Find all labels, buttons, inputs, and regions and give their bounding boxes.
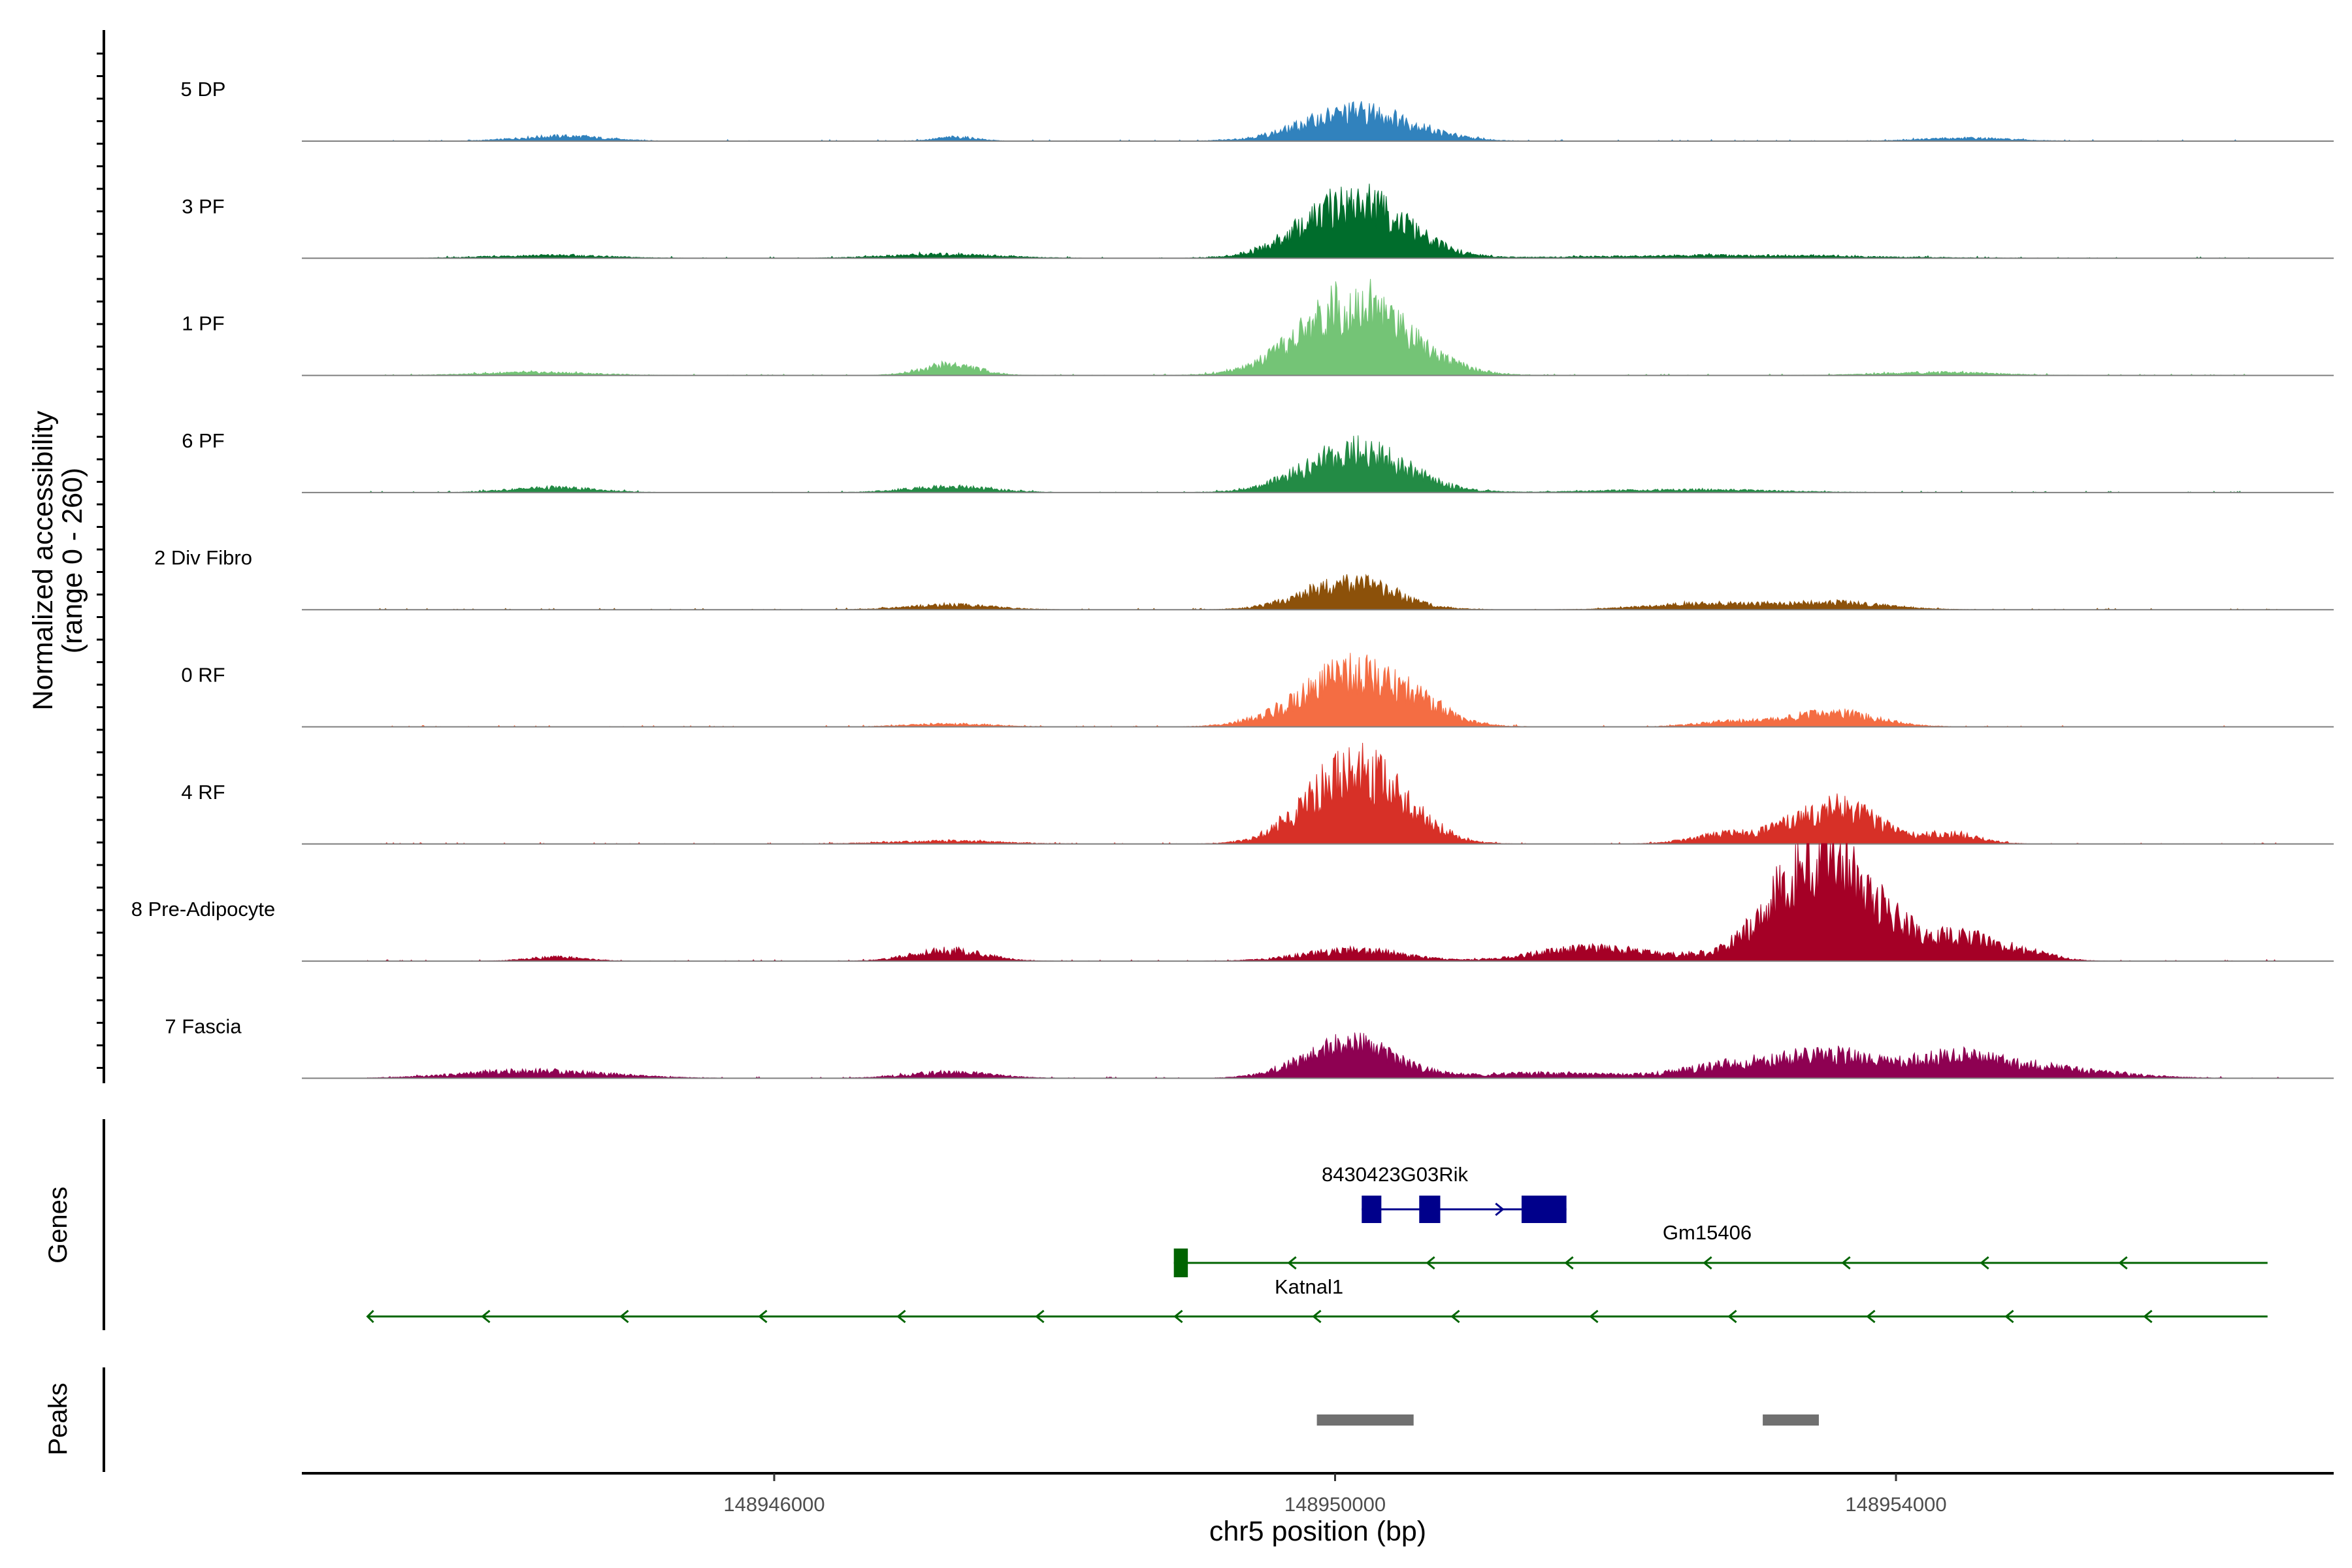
strand-arrow: [1173, 1309, 1183, 1324]
strand-arrow: [1426, 1256, 1435, 1270]
strand-arrow: [2004, 1309, 2014, 1324]
gene-2: Katnal1: [366, 1275, 2268, 1324]
strand-arrow: [896, 1309, 906, 1324]
gene-1: Gm15406: [1173, 1221, 2268, 1277]
strand-arrow: [1312, 1309, 1322, 1324]
strand-arrow: [1980, 1256, 1989, 1270]
x-tick-label: 148954000: [1845, 1493, 1946, 1516]
gene-label: Gm15406: [1663, 1221, 1752, 1244]
gene-exon: [1419, 1196, 1441, 1223]
track-2: 1 PF: [182, 278, 2334, 376]
strand-arrow: [1035, 1309, 1045, 1324]
x-axis-title: chr5 position (bp): [1209, 1516, 1426, 1547]
track-label: 3 PF: [182, 195, 224, 218]
track-5: 0 RF: [181, 653, 2334, 728]
track-0: 5 DP: [181, 78, 2334, 142]
track-label: 5 DP: [181, 78, 226, 101]
coverage-axis: [97, 30, 105, 1083]
gene-annotations: 8430423G03Rik Gm15406 Katnal1: [366, 1163, 2268, 1324]
coverage-tracks: 5 DP 3 PF 1 PF 6 PF 2 Div Fibro 0 RF 4 RF 8 Pre…: [131, 78, 2334, 1079]
coverage-area: [367, 653, 2282, 728]
track-6: 4 RF: [181, 742, 2334, 845]
x-tick-label: 148946000: [723, 1493, 825, 1516]
track-label: 0 RF: [181, 664, 225, 687]
strand-arrow: [2143, 1309, 2153, 1324]
strand-arrow: [1841, 1256, 1851, 1270]
strand-arrow: [366, 1309, 374, 1324]
track-label: 8 Pre-Adipocyte: [131, 898, 276, 921]
track-label: 2 Div Fibro: [154, 546, 252, 569]
track-label: 7 Fascia: [165, 1015, 242, 1037]
strand-arrow: [481, 1309, 491, 1324]
coverage-area: [367, 184, 2282, 259]
coverage-area: [367, 101, 2282, 142]
gene-label: Katnal1: [1275, 1275, 1343, 1298]
track-label: 6 PF: [182, 429, 224, 452]
coverage-area: [367, 742, 2282, 845]
y-axis-range-label: (range 0 - 260): [57, 468, 88, 653]
peak-region: [1316, 1414, 1414, 1426]
gene-exon: [1173, 1249, 1188, 1277]
gene-label: 8430423G03Rik: [1322, 1163, 1469, 1186]
strand-arrow: [1495, 1202, 1505, 1217]
coverage-area: [367, 574, 2282, 610]
peak-region: [1763, 1414, 1819, 1426]
strand-arrow: [1564, 1256, 1574, 1270]
track-8: 7 Fascia: [165, 1015, 2334, 1079]
genes-panel-title: Genes: [44, 1186, 73, 1264]
track-1: 3 PF: [182, 184, 2334, 259]
gene-exon: [1521, 1196, 1567, 1223]
coverage-area: [367, 843, 2282, 962]
coverage-area: [367, 278, 2282, 376]
strand-arrow: [1589, 1309, 1599, 1324]
coverage-area: [367, 1032, 2282, 1079]
x-axis-ticks: 148946000 148950000 148954000: [723, 1473, 1947, 1516]
coverage-area: [367, 435, 2282, 493]
track-4: 2 Div Fibro: [154, 546, 2334, 611]
track-3: 6 PF: [182, 429, 2334, 493]
y-axis-title: Normalized accessibility: [27, 410, 59, 710]
strand-arrow: [1450, 1309, 1460, 1324]
strand-arrow: [1866, 1309, 1876, 1324]
peak-regions: [1316, 1414, 1819, 1426]
strand-arrow: [1727, 1309, 1737, 1324]
x-tick-label: 148950000: [1284, 1493, 1386, 1516]
x-axis: 148946000 148950000 148954000: [302, 1472, 2334, 1516]
strand-arrow: [619, 1309, 629, 1324]
track-label: 1 PF: [182, 312, 224, 335]
gene-0: 8430423G03Rik: [1322, 1163, 1567, 1223]
peaks-panel-title: Peaks: [44, 1382, 73, 1455]
strand-arrow: [1287, 1256, 1297, 1270]
gene-exon: [1362, 1196, 1382, 1223]
track-7: 8 Pre-Adipocyte: [131, 843, 2334, 962]
strand-arrow: [1703, 1256, 1712, 1270]
strand-arrow: [2118, 1256, 2128, 1270]
coverage-axis-ticks: [97, 52, 104, 1069]
strand-arrow: [758, 1309, 768, 1324]
track-label: 4 RF: [181, 781, 225, 804]
